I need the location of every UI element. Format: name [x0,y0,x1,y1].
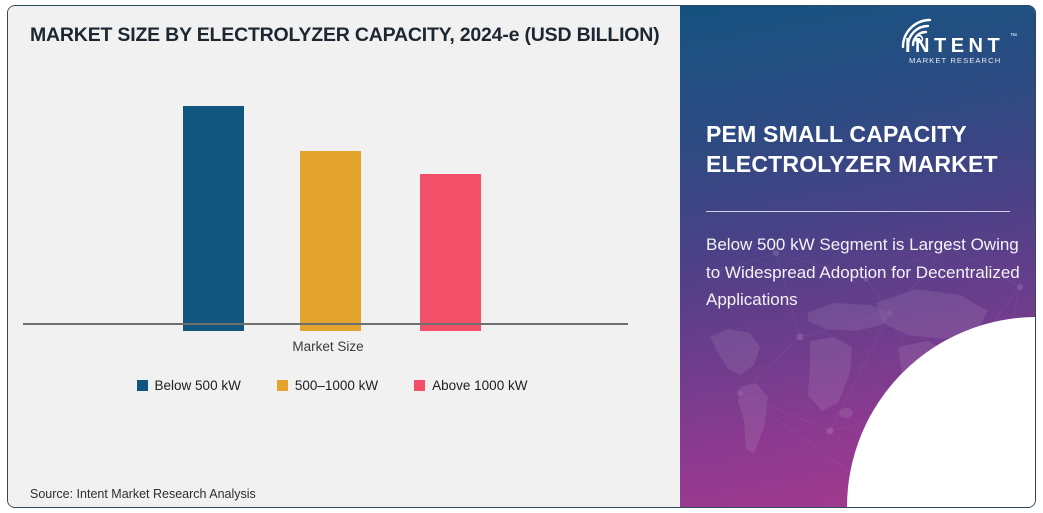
bar-2 [420,173,481,331]
legend-item-0[interactable]: Below 500 kW [136,378,241,393]
brand-panel-divider [706,211,1010,213]
brand-panel: INTENT ™ MARKET RESEARCH PEM SMALL CAPAC… [680,6,1035,507]
x-axis-line [23,323,628,325]
bar-series-group [22,106,642,331]
panel-corner-cutout [847,317,1035,507]
bar-1 [300,151,361,331]
x-axis-label: Market Size [292,339,364,354]
chart-title: MARKET SIZE BY ELECTROLYZER CAPACITY, 20… [30,24,660,46]
legend-swatch-icon [136,380,148,391]
bar-chart-plot [22,106,642,331]
brand-panel-title: PEM SMALL CAPACITY ELECTROLYZER MARKET [706,121,998,177]
legend-label: 500–1000 kW [294,378,379,393]
chart-panel: MARKET SIZE BY ELECTROLYZER CAPACITY, 20… [8,6,680,507]
legend-label: Above 1000 kW [432,378,528,393]
legend-item-1[interactable]: 500–1000 kW [276,378,379,393]
signal-waves-icon [901,18,932,49]
logo-tagline: MARKET RESEARCH [909,56,1002,65]
chart-legend: Below 500 kW 500–1000 kW Above 1000 kW [8,378,656,393]
legend-item-2[interactable]: Above 1000 kW [414,378,527,393]
legend-label: Below 500 kW [154,378,241,393]
logo-trademark: ™ [1010,33,1017,40]
source-note: Source: Intent Market Research Analysis [30,487,256,501]
infographic-card: MARKET SIZE BY ELECTROLYZER CAPACITY, 20… [7,5,1036,508]
bar-0 [183,106,244,331]
intent-market-research-logo: INTENT ™ MARKET RESEARCH [897,16,1019,66]
brand-panel-subtitle: Below 500 kW Segment is Largest Owing to… [706,235,1020,310]
legend-swatch-icon [276,380,288,391]
legend-swatch-icon [414,380,426,391]
logo-wordmark: INTENT [905,35,1005,57]
